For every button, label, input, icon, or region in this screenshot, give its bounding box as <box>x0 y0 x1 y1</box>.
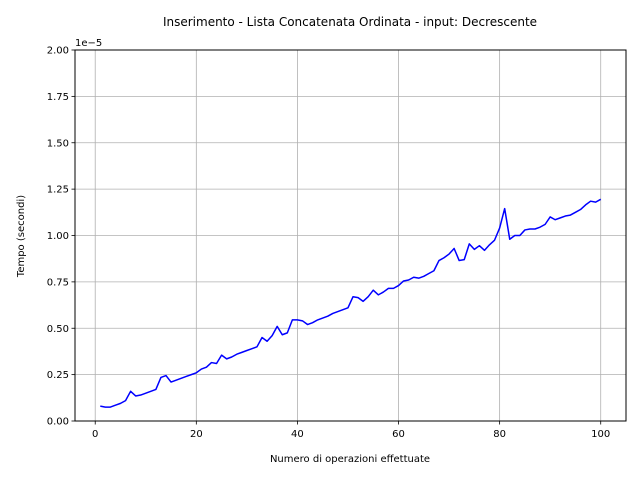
y-tick-label: 0.75 <box>47 277 69 288</box>
y-axis: 0.00 0.25 0.50 0.75 1.00 1.25 1.50 1.75 2.00 <box>47 46 75 428</box>
y-axis-title: Tempo (secondi) <box>16 195 27 278</box>
y-tick-label: 1.75 <box>47 92 69 103</box>
x-tick-label: 60 <box>392 429 405 440</box>
y-tick-label: 1.00 <box>47 231 69 242</box>
chart-title: Inserimento - Lista Concatenata Ordinata… <box>163 15 537 29</box>
series-line <box>100 198 602 408</box>
y-tick-label: 0.00 <box>47 417 69 428</box>
y-tick-label: 1.50 <box>47 138 69 149</box>
y-tick-label: 0.25 <box>47 370 69 381</box>
x-tick-label: 80 <box>493 429 506 440</box>
x-tick-label: 20 <box>190 429 203 440</box>
grid-lines <box>75 49 626 422</box>
y-tick-label: 1.25 <box>47 185 69 196</box>
x-tick-label: 0 <box>92 429 98 440</box>
x-axis: 0 20 40 60 80 100 <box>92 421 610 440</box>
series-group <box>100 198 602 408</box>
y-offset-label: 1e−5 <box>75 38 102 49</box>
x-tick-label: 40 <box>291 429 304 440</box>
y-tick-label: 2.00 <box>47 46 69 57</box>
x-tick-label: 100 <box>591 429 610 440</box>
x-axis-title: Numero di operazioni effettuate <box>270 454 430 465</box>
y-tick-label: 0.50 <box>47 324 69 335</box>
